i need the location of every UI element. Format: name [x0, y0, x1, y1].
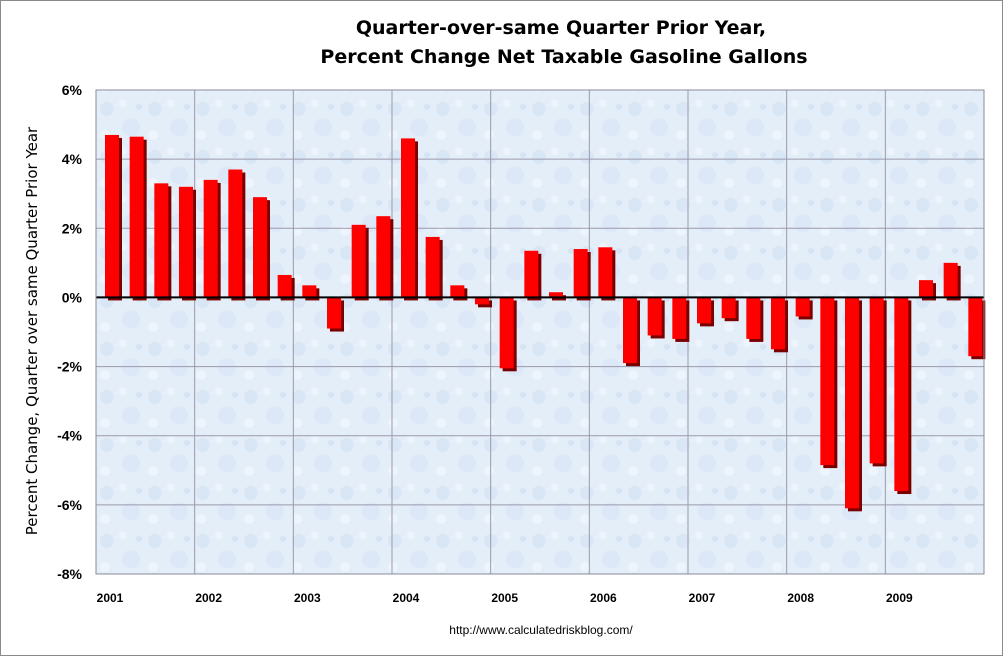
bar [129, 136, 147, 301]
chart-title-line-2: Percent Change Net Taxable Gasoline Gall… [320, 46, 807, 68]
bar-face [771, 297, 785, 350]
x-tick-label: 2006 [590, 591, 617, 605]
bar-face [228, 169, 243, 298]
x-tick-label: 2004 [393, 591, 420, 605]
bar-face [795, 297, 810, 317]
y-tick-labels: 6% 4% 2% 0% -2% -4% -6% -8% [57, 82, 82, 582]
x-tick-label: 2001 [97, 591, 124, 605]
x-tick-label: 2003 [294, 591, 321, 605]
bar-face [845, 297, 859, 509]
bar [475, 297, 492, 308]
y-axis-label: Percent Change, Quarter over same Quarte… [23, 126, 41, 535]
bar [228, 169, 246, 301]
bar [672, 297, 690, 342]
y-tick-label: 0% [62, 289, 83, 305]
bar-face [746, 297, 761, 339]
bar [203, 179, 221, 301]
bar-face [598, 247, 613, 298]
bar-face [499, 297, 514, 369]
bar-face [302, 285, 317, 298]
bar-face [919, 280, 933, 298]
bar-face [573, 249, 588, 298]
source-url: http://www.calculatedriskblog.com/ [449, 623, 633, 637]
bar-series [105, 134, 986, 512]
bar [277, 274, 295, 301]
bar-face [623, 297, 637, 364]
bar [721, 297, 739, 322]
bar-face [351, 224, 366, 298]
x-tick-label: 2002 [195, 591, 222, 605]
bar-face [672, 297, 687, 339]
x-tick-label: 2009 [886, 591, 913, 605]
bar [894, 297, 912, 495]
bar [845, 297, 862, 512]
bar [524, 250, 542, 301]
bar [820, 297, 838, 469]
bar [919, 280, 936, 301]
bar-face [253, 197, 267, 298]
y-tick-label: -8% [57, 566, 82, 582]
bar-face [647, 297, 662, 336]
bar [351, 224, 369, 301]
bar-face [327, 297, 341, 329]
x-tick-label: 2005 [491, 591, 518, 605]
bar [598, 247, 616, 301]
bar [943, 262, 961, 301]
bar [771, 297, 788, 353]
bar-face [376, 216, 391, 298]
bar [968, 297, 986, 360]
bar-face [943, 262, 958, 298]
bar-face [105, 134, 119, 298]
bar-face [549, 292, 563, 298]
y-tick-label: -2% [57, 359, 82, 375]
bar-face [425, 236, 440, 298]
bar [746, 297, 764, 342]
bar-face [697, 297, 711, 324]
bar [573, 249, 591, 301]
bar-face [721, 297, 736, 319]
bar [327, 297, 344, 332]
bar-face [894, 297, 909, 492]
plot-border [95, 89, 985, 575]
x-tick-labels: 2001 2002 2003 2004 2005 2006 2007 2008 2009 [97, 591, 913, 605]
x-tick-label: 2007 [689, 591, 716, 605]
bar-face [968, 297, 983, 357]
bar [376, 216, 394, 301]
bar [647, 297, 665, 339]
bar [154, 183, 172, 301]
bar [697, 297, 714, 327]
y-tick-label: 4% [62, 151, 83, 167]
bar [253, 197, 270, 301]
bar [795, 297, 813, 320]
bar-face [524, 250, 539, 298]
bar [425, 236, 443, 301]
bar-face [179, 186, 193, 298]
bar-face [154, 183, 169, 298]
bar-face [869, 297, 884, 464]
bar-face [820, 297, 835, 466]
chart-title-line-1: Quarter-over-same Quarter Prior Year, [356, 17, 766, 39]
bar [179, 186, 196, 301]
bar-face [277, 274, 292, 298]
y-tick-label: -6% [57, 497, 82, 513]
bar-face [475, 297, 489, 305]
bar [623, 297, 640, 367]
bar [869, 297, 887, 467]
bar-face [203, 179, 218, 298]
x-tick-label: 2008 [787, 591, 814, 605]
y-tick-label: -4% [57, 428, 82, 444]
bar-face [401, 138, 415, 298]
bar [401, 138, 418, 301]
y-tick-label: 2% [62, 220, 83, 236]
bar-face [450, 285, 465, 298]
bar-face [129, 136, 144, 298]
y-tick-label: 6% [62, 82, 83, 98]
bar [499, 297, 517, 372]
bar [105, 134, 122, 301]
